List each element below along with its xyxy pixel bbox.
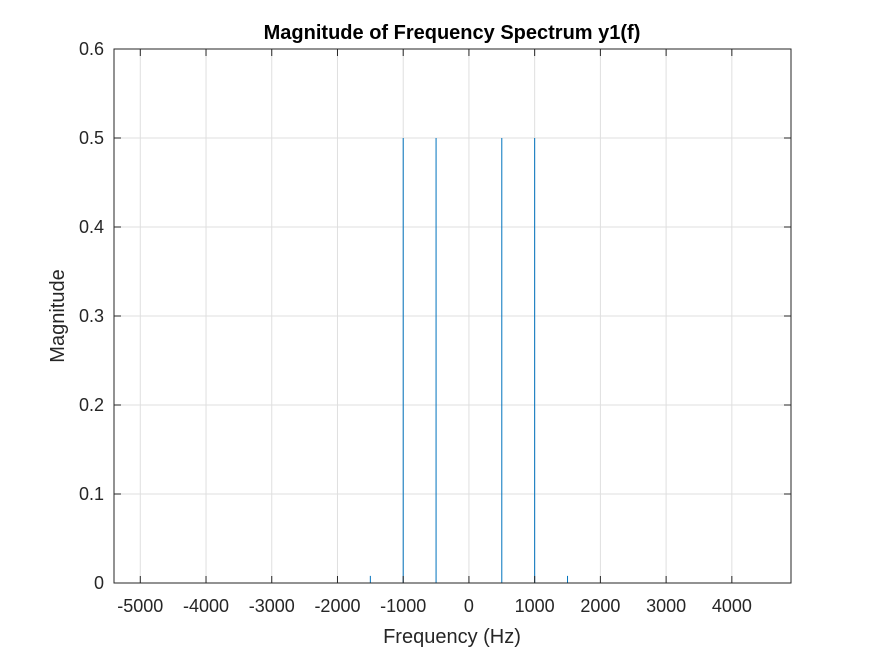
x-tick-label: -1000 [380, 596, 426, 616]
y-tick-label: 0.6 [79, 39, 104, 59]
x-tick-label: -4000 [183, 596, 229, 616]
y-tick-label: 0.2 [79, 395, 104, 415]
x-tick-label: 1000 [515, 596, 555, 616]
x-tick-label: 4000 [712, 596, 752, 616]
x-tick-label: -2000 [314, 596, 360, 616]
y-axis-label: Magnitude [47, 269, 69, 362]
tick-labels: -5000 -4000 -3000 -2000 -1000 0 1000 2000 3000 40… [79, 39, 752, 616]
y-tick-label: 0.5 [79, 128, 104, 148]
y-tick-label: 0.3 [79, 306, 104, 326]
x-tick-label: 3000 [646, 596, 686, 616]
x-axis-label: Frequency (Hz) [383, 626, 521, 648]
stems [369, 138, 569, 583]
x-tick-label: -3000 [249, 596, 295, 616]
x-tick-label: 2000 [580, 596, 620, 616]
y-tick-label: 0.1 [79, 484, 104, 504]
ticks [114, 48, 791, 584]
x-tick-label: 0 [464, 596, 474, 616]
y-tick-label: 0 [94, 573, 104, 593]
x-tick-label: -5000 [117, 596, 163, 616]
y-tick-label: 0.4 [79, 217, 104, 237]
chart-title: Magnitude of Frequency Spectrum y1(f) [264, 22, 641, 44]
